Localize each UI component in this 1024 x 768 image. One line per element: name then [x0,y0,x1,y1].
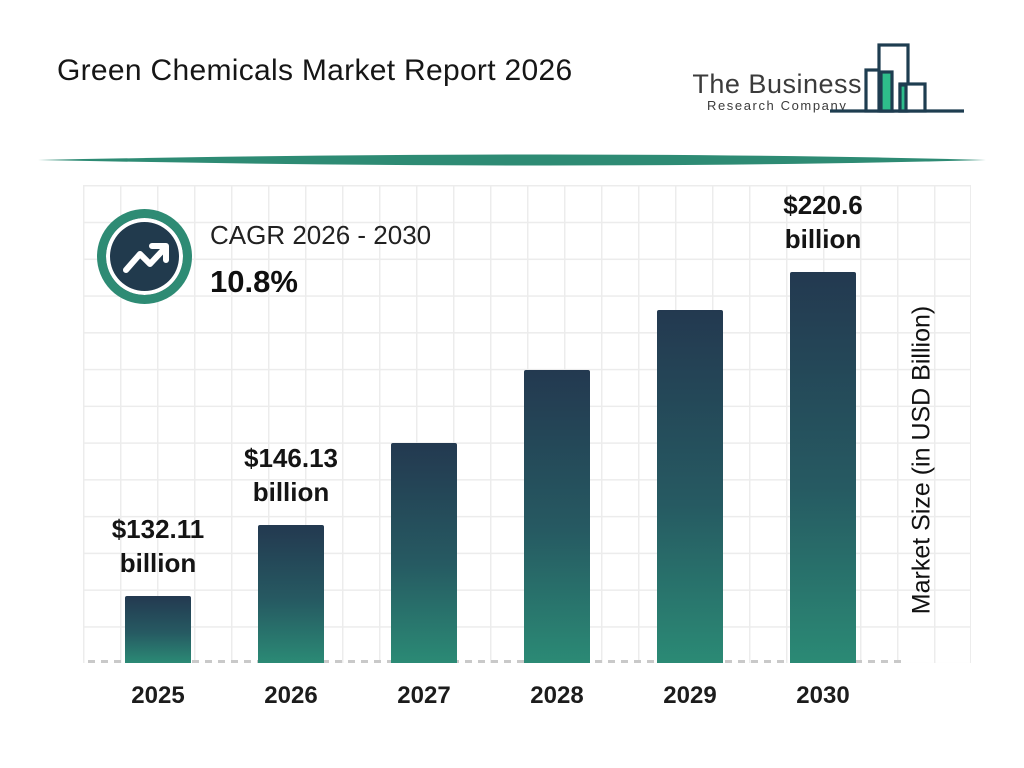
x-tick-2026: 2026 [264,682,318,709]
cagr-period-label: CAGR 2026 - 2030 [210,220,432,250]
x-tick-2028: 2028 [530,682,584,709]
bar-2028 [524,370,590,663]
trending-up-icon [122,242,169,273]
logo-name: The Business [692,69,862,99]
cagr-badge [97,209,192,304]
cagr-value: 10.8% [210,264,298,299]
bar-2029 [657,310,723,663]
x-tick-2027: 2027 [397,682,451,709]
page-title: Green Chemicals Market Report 2026 [57,54,573,87]
section-divider [38,154,986,166]
company-logo: The Business Research Company [692,42,980,122]
logo-bars-icon [830,43,964,113]
x-tick-2030: 2030 [796,682,850,709]
bar-2025 [125,596,191,663]
x-tick-2025: 2025 [131,682,185,709]
logo-text: The Business Research Company [692,70,862,113]
bar-2027 [391,443,457,663]
value-label-2026: $146.13 billion [244,443,338,507]
value-label-2025: $132.11 billion [111,514,205,578]
y-axis-title: Market Size (in USD Billion) [907,305,936,615]
value-label-2030: $220.6 billion [783,190,863,254]
chart-baseline [88,660,906,663]
bar-2030 [790,272,856,663]
logo-subname: Research Company [706,98,848,113]
x-tick-2029: 2029 [663,682,717,709]
bar-2026 [258,525,324,663]
